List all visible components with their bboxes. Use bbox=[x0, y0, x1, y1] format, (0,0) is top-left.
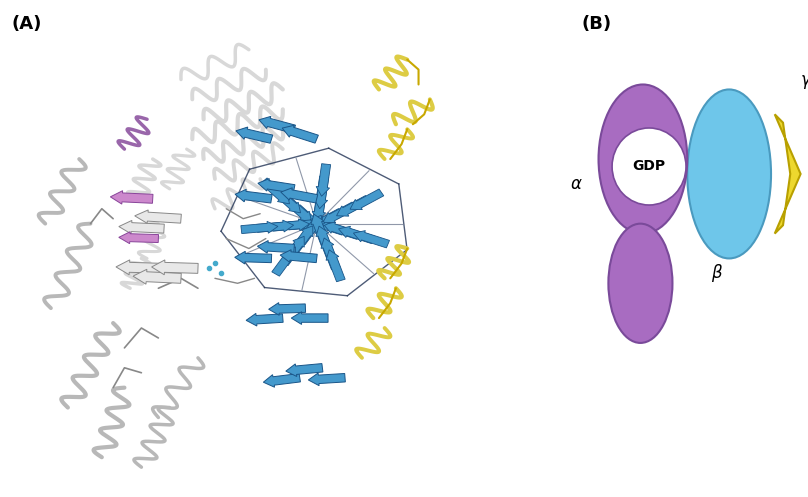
Polygon shape bbox=[310, 201, 325, 234]
Text: γ: γ bbox=[801, 71, 808, 88]
Polygon shape bbox=[257, 220, 293, 232]
Polygon shape bbox=[258, 178, 295, 193]
Text: (A): (A) bbox=[11, 15, 42, 33]
Text: α: α bbox=[570, 175, 582, 193]
Polygon shape bbox=[235, 189, 272, 203]
Polygon shape bbox=[326, 250, 345, 282]
Polygon shape bbox=[111, 191, 153, 204]
Polygon shape bbox=[288, 218, 325, 230]
Text: (B): (B) bbox=[581, 15, 612, 33]
Ellipse shape bbox=[688, 89, 771, 258]
Polygon shape bbox=[280, 188, 318, 203]
Polygon shape bbox=[269, 303, 305, 315]
Polygon shape bbox=[263, 374, 301, 387]
Polygon shape bbox=[235, 251, 271, 264]
Polygon shape bbox=[259, 116, 296, 133]
Polygon shape bbox=[314, 176, 329, 209]
Ellipse shape bbox=[612, 128, 686, 205]
Polygon shape bbox=[241, 221, 278, 234]
Polygon shape bbox=[152, 260, 198, 275]
Polygon shape bbox=[246, 314, 283, 326]
Polygon shape bbox=[309, 373, 345, 386]
Polygon shape bbox=[323, 202, 357, 223]
Text: β: β bbox=[712, 264, 722, 282]
Polygon shape bbox=[280, 249, 318, 262]
Ellipse shape bbox=[608, 224, 672, 343]
Polygon shape bbox=[258, 241, 294, 253]
Polygon shape bbox=[321, 238, 340, 270]
Polygon shape bbox=[316, 226, 335, 258]
Polygon shape bbox=[312, 188, 326, 221]
Polygon shape bbox=[135, 210, 181, 223]
Polygon shape bbox=[336, 195, 370, 216]
Polygon shape bbox=[116, 260, 164, 275]
Polygon shape bbox=[775, 114, 801, 234]
Polygon shape bbox=[339, 226, 375, 244]
Polygon shape bbox=[271, 187, 301, 213]
Polygon shape bbox=[260, 178, 289, 204]
Polygon shape bbox=[311, 214, 330, 246]
Polygon shape bbox=[291, 312, 328, 325]
Polygon shape bbox=[282, 125, 318, 143]
Polygon shape bbox=[294, 205, 322, 231]
Polygon shape bbox=[280, 237, 305, 265]
Ellipse shape bbox=[599, 84, 688, 234]
Polygon shape bbox=[119, 232, 158, 244]
Polygon shape bbox=[309, 218, 345, 235]
Polygon shape bbox=[297, 215, 322, 245]
Polygon shape bbox=[350, 189, 384, 210]
Polygon shape bbox=[353, 231, 389, 248]
Polygon shape bbox=[289, 226, 313, 255]
Polygon shape bbox=[271, 247, 296, 276]
Text: GDP: GDP bbox=[633, 160, 666, 173]
Polygon shape bbox=[286, 364, 323, 377]
Polygon shape bbox=[283, 196, 312, 222]
Polygon shape bbox=[316, 164, 330, 196]
Polygon shape bbox=[324, 222, 360, 240]
Polygon shape bbox=[133, 269, 181, 284]
Polygon shape bbox=[119, 221, 164, 234]
Polygon shape bbox=[236, 127, 273, 143]
Polygon shape bbox=[309, 209, 343, 229]
Polygon shape bbox=[272, 219, 309, 231]
